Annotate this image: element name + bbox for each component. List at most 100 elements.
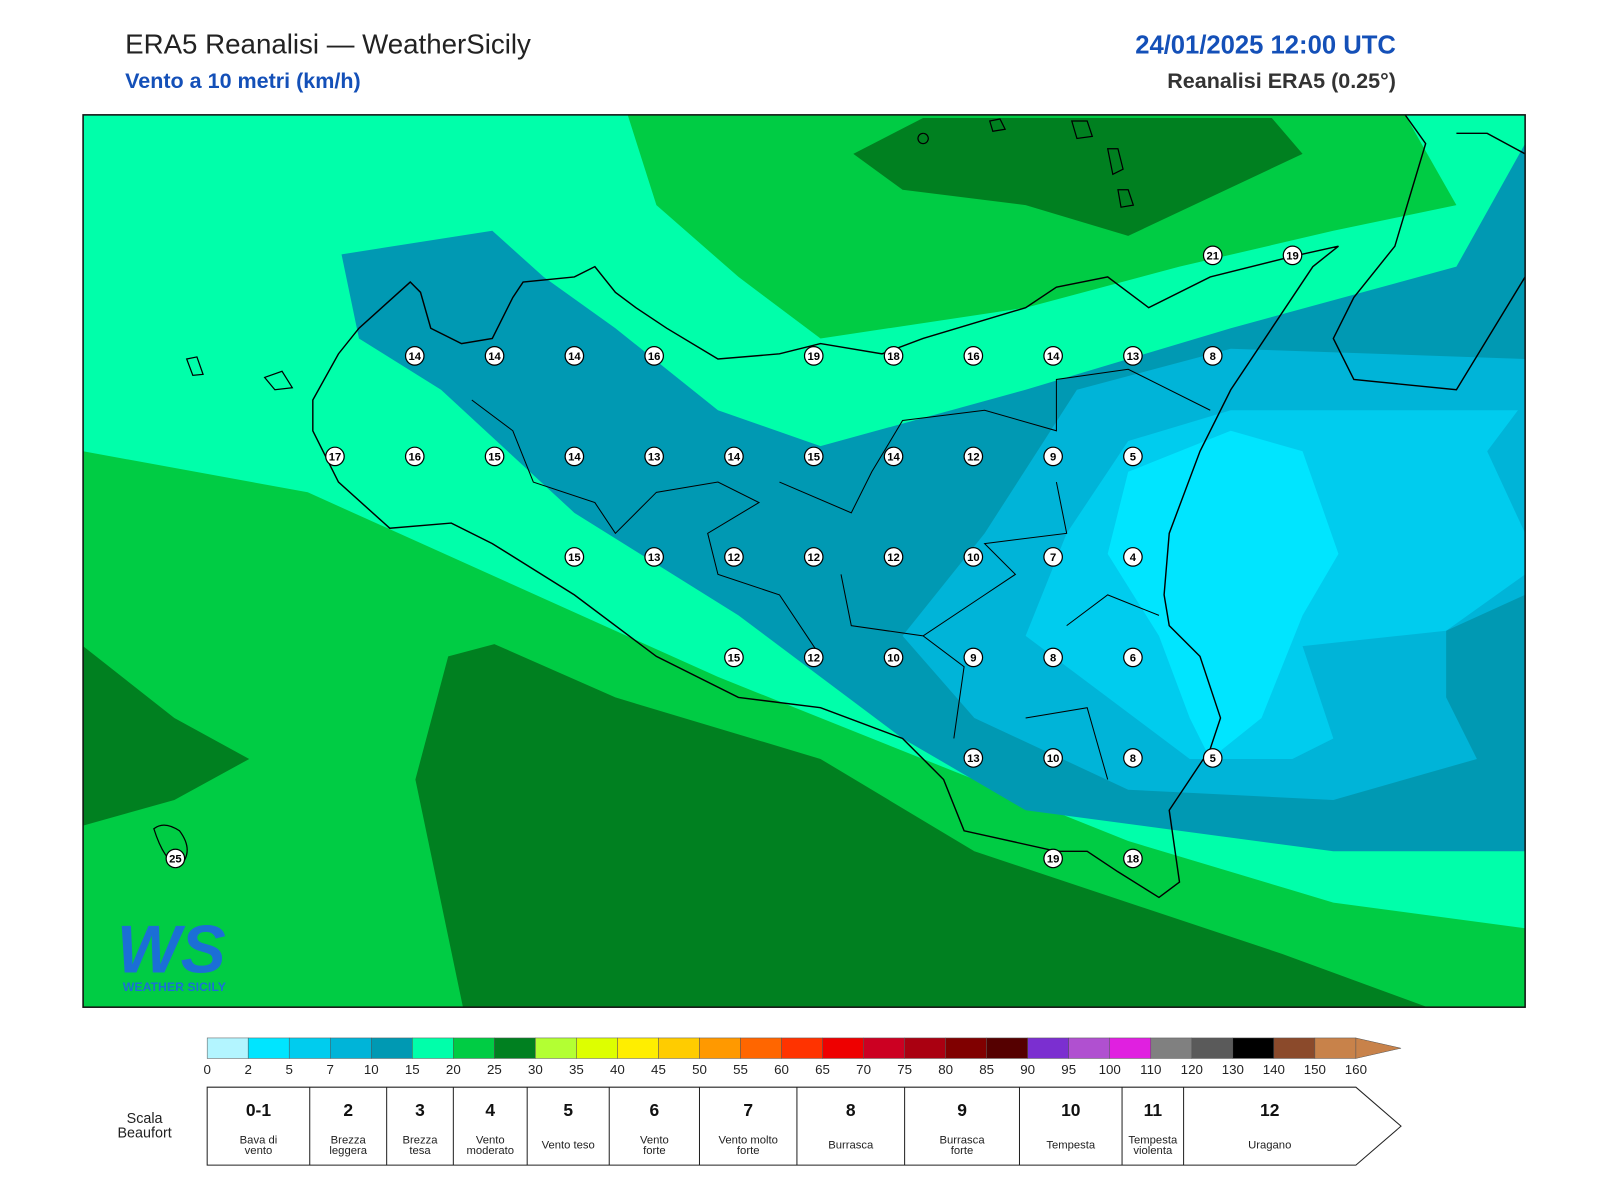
colorbar-tick-label: 10	[364, 1062, 379, 1077]
station-value: 9	[1050, 452, 1056, 464]
station-marker	[1123, 446, 1143, 467]
colorbar-tick-label: 30	[528, 1062, 543, 1077]
beaufort-label: Scala	[127, 1111, 163, 1127]
beaufort-force: 5	[563, 1100, 573, 1120]
station-marker	[1202, 245, 1223, 266]
colorbar-tick-label: 40	[610, 1062, 625, 1077]
station-marker	[1043, 748, 1063, 768]
colorbar-tick-label: 75	[897, 1062, 912, 1077]
colorbar-tick-label: 90	[1020, 1062, 1035, 1077]
station-marker	[1123, 647, 1143, 668]
beaufort-desc: Tempesta	[1046, 1140, 1096, 1152]
beaufort-desc: Vento	[640, 1135, 669, 1147]
colorbar-tick-label: 85	[979, 1062, 994, 1077]
colorbar-swatch	[822, 1037, 864, 1059]
station-value: 19	[1047, 854, 1060, 866]
coastline	[1332, 114, 1526, 391]
wind-field	[1107, 430, 1339, 759]
colorbar-swatch	[1109, 1037, 1152, 1059]
station-value: 8	[1210, 351, 1216, 363]
colorbar-tick-label: 50	[692, 1062, 707, 1077]
station-marker	[165, 848, 186, 869]
station-value: 5	[1210, 753, 1216, 765]
station-marker	[724, 647, 744, 668]
beaufort-force: 2	[343, 1100, 353, 1120]
station-value: 15	[488, 452, 501, 464]
station-value: 7	[1050, 552, 1056, 564]
station-value: 15	[728, 653, 741, 665]
source: Reanalisi ERA5 (0.25°)	[1167, 69, 1396, 93]
colorbar-tick-label: 160	[1345, 1062, 1367, 1077]
station-value: 13	[648, 452, 661, 464]
beaufort-force: 9	[957, 1100, 967, 1120]
colorbar-tick-label: 60	[774, 1062, 789, 1077]
colorbar-swatch	[1191, 1037, 1234, 1059]
colorbar-swatch	[1232, 1037, 1275, 1059]
station-marker	[1043, 547, 1063, 567]
station-marker	[803, 547, 824, 567]
station-value: 12	[807, 552, 820, 564]
beaufort-force: 6	[650, 1100, 660, 1120]
beaufort-desc: Vento molto	[718, 1135, 778, 1147]
station-marker	[724, 446, 744, 467]
colorbar-swatch	[288, 1037, 331, 1059]
colorbar-swatch	[247, 1037, 290, 1059]
colorbar-swatch	[1027, 1037, 1069, 1059]
beaufort-desc: forte	[951, 1145, 974, 1157]
station-marker	[1123, 848, 1143, 869]
station-value: 21	[1206, 250, 1219, 262]
wind-field	[853, 117, 1303, 236]
station-marker	[803, 346, 824, 366]
station-marker	[883, 346, 904, 366]
station-marker	[1043, 647, 1063, 668]
station-marker	[644, 346, 664, 366]
station-marker	[803, 647, 824, 668]
beaufort-force: 7	[743, 1100, 753, 1120]
station-marker	[963, 647, 984, 668]
wind-field	[415, 644, 1428, 1008]
colorbar-swatch	[371, 1037, 413, 1059]
colorbar-tick-label: 130	[1222, 1062, 1244, 1077]
station-value: 15	[807, 452, 820, 464]
beaufort-desc: forte	[737, 1145, 760, 1157]
station-value: 14	[568, 351, 581, 363]
station-marker	[1123, 547, 1143, 567]
colorbar-tick-label: 80	[938, 1062, 953, 1077]
colorbar-swatch	[1068, 1037, 1110, 1059]
map-frame	[82, 114, 1526, 1008]
colorbar-swatch	[658, 1037, 700, 1059]
colorbar-tick-label: 15	[405, 1062, 420, 1077]
station-value: 13	[1127, 351, 1140, 363]
beaufort-desc: forte	[643, 1145, 666, 1157]
colorbar-swatch	[1314, 1037, 1357, 1059]
station-marker	[404, 446, 425, 467]
station-marker	[963, 346, 984, 366]
station-value: 14	[568, 452, 581, 464]
station-marker	[484, 446, 505, 467]
colorbar-tick-label: 2	[244, 1062, 251, 1077]
station-marker	[325, 446, 345, 467]
station-value: 14	[1047, 351, 1060, 363]
colorbar-tick-label: 95	[1061, 1062, 1076, 1077]
beaufort-desc: Brezza	[402, 1135, 438, 1147]
colorbar-swatch	[206, 1037, 249, 1059]
beaufort-force: 4	[485, 1100, 495, 1120]
station-value: 16	[648, 351, 661, 363]
beaufort-frame	[206, 1086, 1402, 1166]
beaufort-desc: violenta	[1133, 1145, 1173, 1157]
station-value: 18	[1127, 854, 1140, 866]
subtitle: Vento a 10 metri (km/h)	[125, 69, 361, 93]
station-value: 10	[967, 552, 980, 564]
station-value: 12	[967, 452, 980, 464]
station-marker	[1282, 245, 1303, 266]
coastline	[1456, 132, 1526, 155]
station-value: 10	[887, 653, 900, 665]
station-marker	[1043, 446, 1063, 467]
station-value: 14	[409, 351, 422, 363]
beaufort-desc: moderato	[466, 1145, 514, 1157]
station-marker	[404, 346, 425, 366]
station-marker	[724, 547, 744, 567]
colorbar-swatch	[535, 1037, 577, 1059]
colorbar-tick-label: 0	[203, 1062, 210, 1077]
station-marker	[564, 547, 585, 567]
